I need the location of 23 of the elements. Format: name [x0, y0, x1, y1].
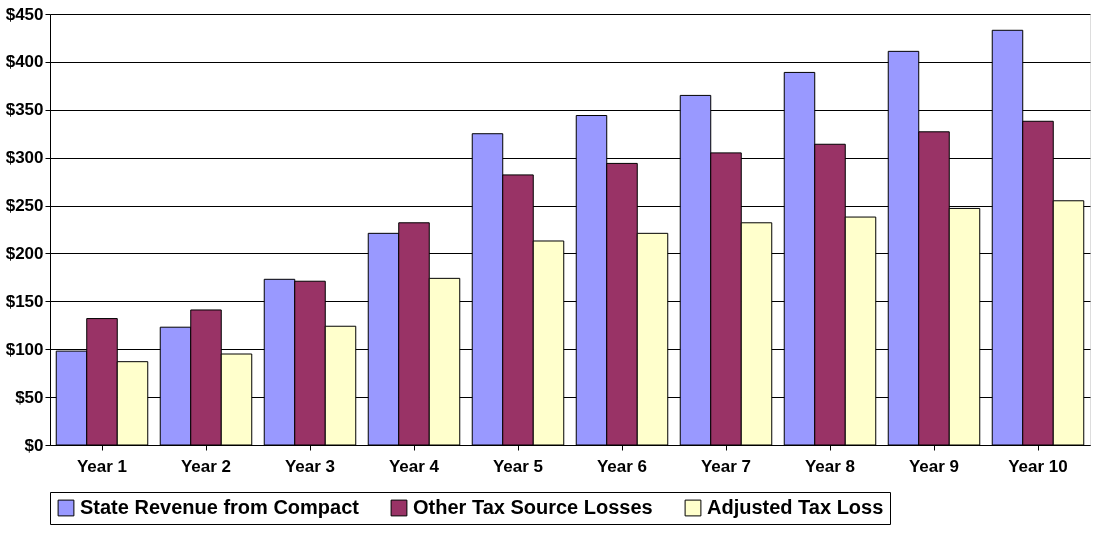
y-tick-label: $250 — [5, 196, 44, 216]
y-tick-label: $100 — [5, 339, 44, 359]
y-tick-label: $150 — [5, 291, 44, 311]
x-tick-label: Year 2 — [180, 456, 232, 476]
y-tick-label: $200 — [5, 243, 44, 263]
x-tick-label: Year 9 — [908, 456, 960, 476]
y-tick-label: $50 — [15, 387, 44, 407]
x-tick-label: Year 1 — [76, 456, 128, 476]
x-tick-label: Year 10 — [1008, 456, 1068, 476]
x-tick-label: Year 3 — [284, 456, 336, 476]
x-tick-label: Year 6 — [596, 456, 648, 476]
y-tick-label: $450 — [5, 4, 44, 24]
x-tick-label: Year 7 — [700, 456, 752, 476]
y-tick-label: $350 — [5, 100, 44, 120]
legend-label: Adjusted Tax Loss — [707, 496, 884, 518]
x-tick-label: Year 4 — [388, 456, 440, 476]
y-tick-label: $400 — [5, 52, 44, 72]
y-tick-label: $0 — [24, 435, 44, 455]
y-tick-label: $300 — [5, 148, 44, 168]
x-tick-label: Year 8 — [804, 456, 856, 476]
x-tick-label: Year 5 — [492, 456, 544, 476]
legend-label: Other Tax Source Losses — [413, 496, 653, 518]
legend-label: State Revenue from Compact — [80, 496, 360, 518]
